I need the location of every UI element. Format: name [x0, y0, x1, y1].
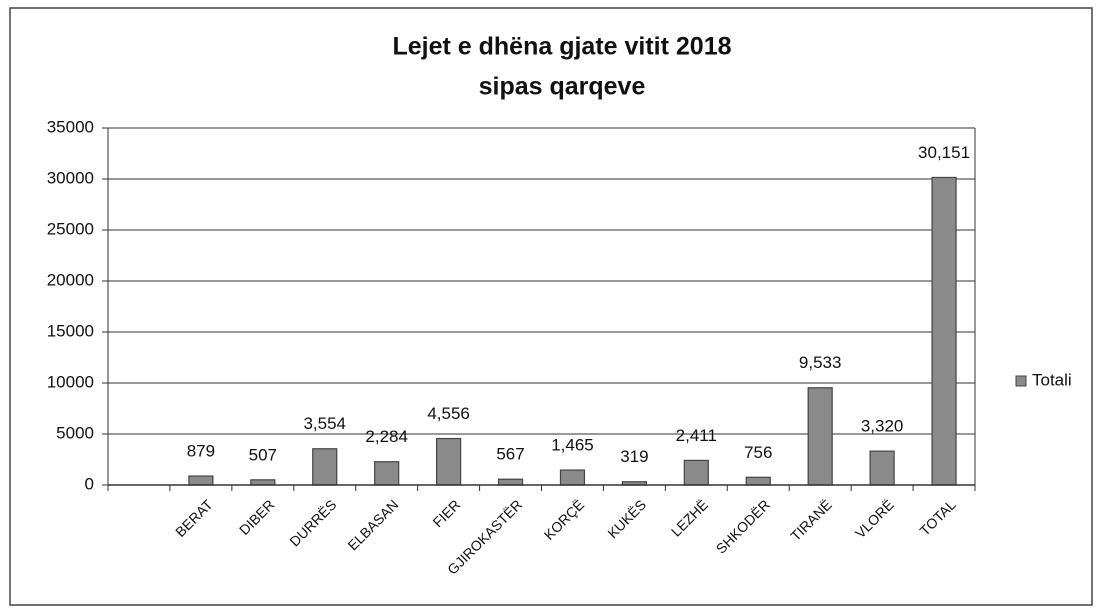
y-tick-label: 10000	[47, 372, 94, 391]
value-label: 567	[496, 445, 524, 464]
bar	[188, 475, 214, 486]
y-tick-label: 20000	[47, 270, 94, 289]
x-tick-label: DIBER	[236, 496, 278, 538]
value-label: 1,465	[551, 436, 594, 455]
value-label: 4,556	[427, 404, 470, 423]
bar	[869, 450, 895, 486]
value-label: 756	[744, 443, 772, 462]
y-tick-label: 5000	[56, 423, 94, 442]
bar	[374, 461, 400, 486]
value-label: 30,151	[918, 143, 970, 162]
x-tick-label: VLORË	[852, 496, 897, 541]
x-tick-label: KORÇË	[541, 496, 588, 543]
x-tick-label: LEZHË	[668, 496, 711, 539]
chart-subtitle: sipas qarqeve	[479, 73, 646, 101]
legend-label: Totali	[1032, 370, 1072, 389]
x-tick-label: DURRËS	[286, 496, 339, 549]
x-tick-label: FIER	[429, 496, 463, 530]
y-tick-label: 25000	[47, 219, 94, 238]
value-label: 507	[249, 445, 277, 464]
chart-title: Lejet e dhëna gjate vitit 2018	[392, 33, 731, 61]
x-tick-label: ELBASAN	[344, 496, 401, 553]
value-label: 879	[187, 442, 215, 461]
x-tick-label: SHKODËR	[713, 496, 773, 556]
value-label: 319	[620, 447, 648, 466]
value-label: 9,533	[799, 353, 842, 372]
y-tick-label: 35000	[47, 117, 94, 136]
chart-border	[9, 7, 1093, 606]
bar	[436, 437, 462, 486]
value-label: 2,284	[365, 427, 408, 446]
bar	[807, 387, 833, 486]
y-tick-label: 0	[85, 474, 94, 493]
bar	[497, 478, 524, 486]
x-tick-label: TIRANË	[787, 496, 835, 544]
bar	[745, 476, 771, 486]
value-label: 2,411	[676, 426, 717, 445]
bar	[683, 459, 709, 486]
bar	[312, 448, 338, 486]
bar	[250, 479, 276, 486]
x-tick-label: TOTAL	[916, 496, 958, 538]
y-tick-label: 15000	[47, 321, 94, 340]
value-label: 3,554	[303, 414, 346, 433]
y-tick-label: 30000	[47, 168, 94, 187]
x-tick-label: BERAT	[172, 496, 216, 540]
value-label: 3,320	[861, 417, 904, 436]
x-tick-label: KUKËS	[604, 496, 649, 541]
legend-swatch	[1015, 375, 1027, 387]
bar	[931, 176, 957, 486]
bar	[559, 469, 586, 486]
